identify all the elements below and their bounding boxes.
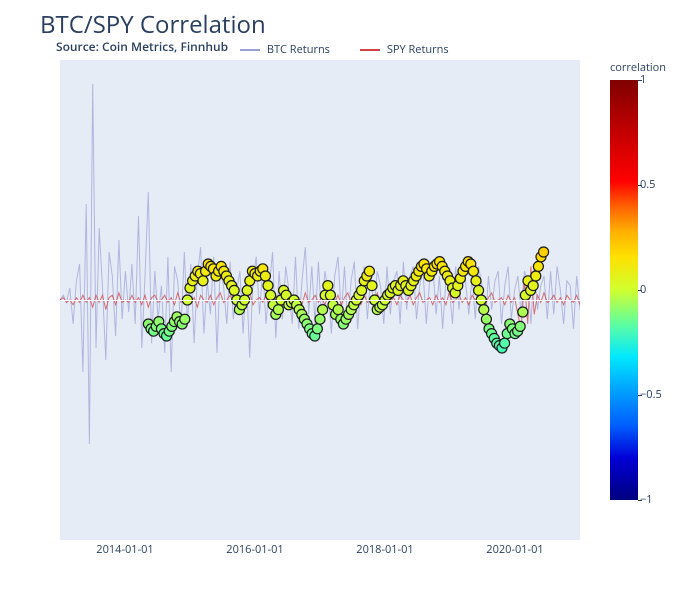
legend-spy[interactable]: SPY Returns xyxy=(360,42,449,57)
legend-spy-label: SPY Returns xyxy=(387,42,449,57)
legend-btc-label: BTC Returns xyxy=(267,42,330,57)
x-tick-label: 2016-01-01 xyxy=(226,542,283,557)
plot-area[interactable] xyxy=(60,60,580,540)
x-tick-label: 2020-01-01 xyxy=(486,542,543,557)
legend-spy-swatch xyxy=(360,49,380,51)
colorbar-title: correlation xyxy=(610,60,666,75)
chart-title: BTC/SPY Correlation xyxy=(40,8,266,41)
x-tick-label: 2014-01-01 xyxy=(96,542,153,557)
colorbar-gradient xyxy=(610,80,638,500)
legend-btc-swatch xyxy=(240,49,260,51)
legend-btc[interactable]: BTC Returns xyxy=(240,42,330,57)
colorbar[interactable]: correlation 10.50−0.5−1 xyxy=(610,80,690,520)
x-tick-label: 2018-01-01 xyxy=(356,542,413,557)
zero-line xyxy=(60,300,580,301)
chart-subtitle: Source: Coin Metrics, Finnhub xyxy=(56,38,228,55)
